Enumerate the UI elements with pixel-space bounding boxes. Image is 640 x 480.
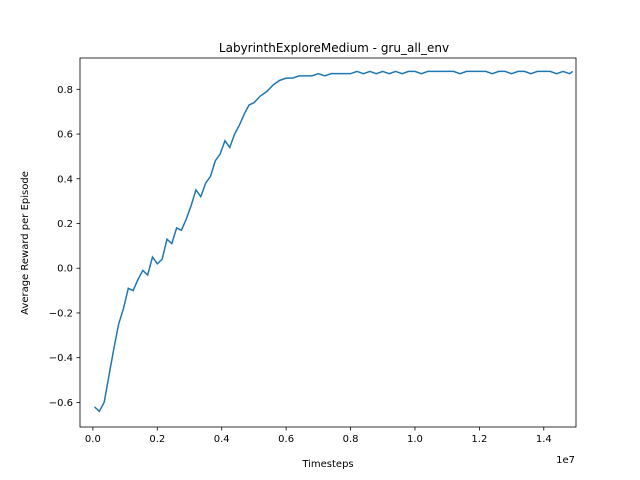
x-tick-label: 0.0 bbox=[85, 434, 101, 445]
y-axis-ticks: −0.6 −0.4 −0.2 0.0 0.2 0.4 0.6 0.8 bbox=[49, 85, 80, 409]
y-tick-label: 0.4 bbox=[57, 174, 73, 185]
x-axis-label: Timesteps bbox=[301, 459, 353, 470]
y-tick-label: 0.6 bbox=[57, 130, 73, 141]
series-line bbox=[93, 70, 574, 413]
x-tick-label: 1.0 bbox=[407, 434, 423, 445]
y-tick-label: −0.4 bbox=[49, 353, 73, 364]
x-tick-label: 0.8 bbox=[343, 434, 359, 445]
x-axis-offset-label: 1e7 bbox=[556, 455, 575, 466]
x-tick-label: 1.4 bbox=[536, 434, 552, 445]
x-tick-label: 0.4 bbox=[214, 434, 230, 445]
x-tick-label: 1.2 bbox=[471, 434, 487, 445]
y-tick-label: −0.6 bbox=[49, 398, 73, 409]
y-axis-label: Average Reward per Episode bbox=[20, 171, 31, 315]
y-tick-label: 0.2 bbox=[57, 219, 73, 230]
y-tick-label: 0.8 bbox=[57, 85, 73, 96]
x-tick-label: 0.6 bbox=[278, 434, 294, 445]
plot-area bbox=[79, 57, 577, 428]
y-tick-label: 0.0 bbox=[57, 264, 73, 275]
chart-title: LabyrinthExploreMedium - gru_all_env bbox=[219, 41, 449, 55]
y-tick-label: −0.2 bbox=[49, 308, 73, 319]
x-tick-label: 0.2 bbox=[149, 434, 165, 445]
x-axis-ticks: 0.0 0.2 0.4 0.6 0.8 1.0 1.2 1.4 bbox=[85, 427, 552, 445]
